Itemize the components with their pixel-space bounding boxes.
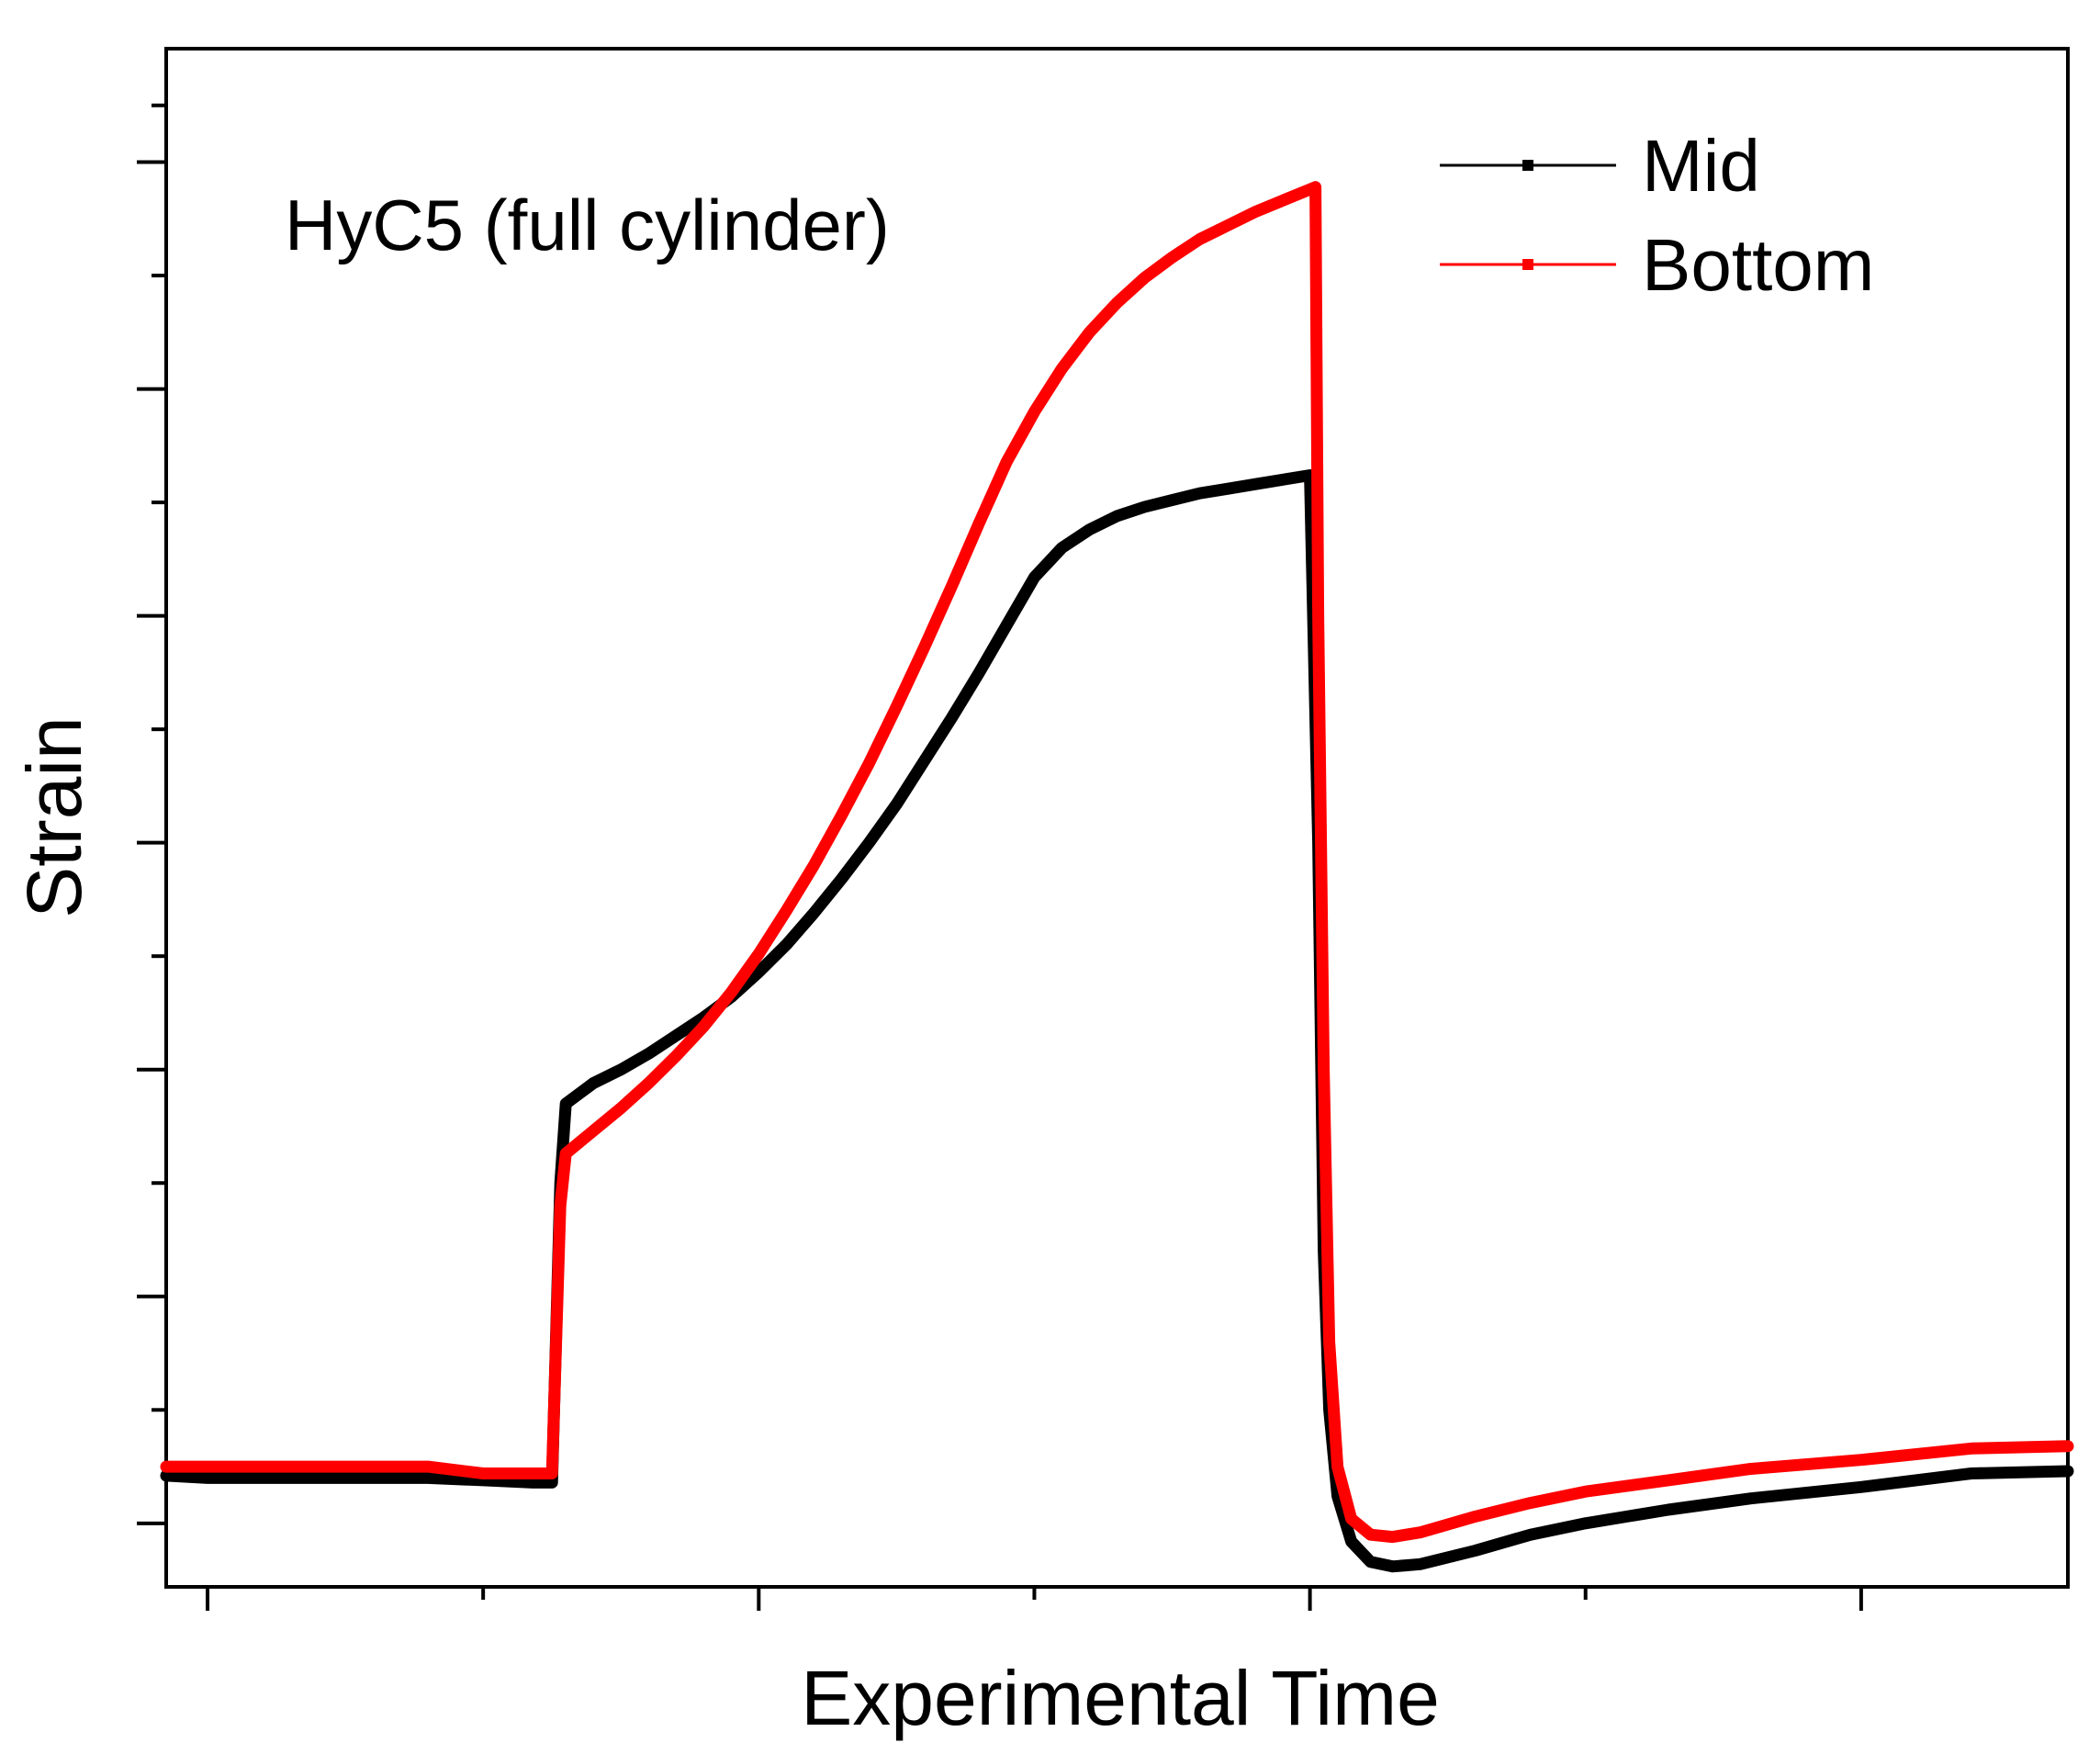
legend-label: Bottom [1642,224,1874,306]
series-line-mid [160,469,2074,1573]
legend-label: Mid [1642,125,1760,207]
series-line-bottom [160,181,2074,1544]
legend-entry-mid: Mid [1440,125,1760,207]
axis-ticks [137,103,1863,1611]
annotation-label: HyC5 (full cylinder) [285,185,890,265]
series-lines [160,181,2074,1573]
y-axis-label: Strain [11,716,97,917]
x-axis-label: Experimental Time [801,1655,1440,1741]
legend: Mid Bottom [1440,125,1874,306]
legend-swatch-marker [1522,259,1533,270]
legend-entry-bottom: Bottom [1440,224,1874,306]
legend-swatch-marker [1522,160,1533,171]
plot-frame [164,47,2070,1589]
